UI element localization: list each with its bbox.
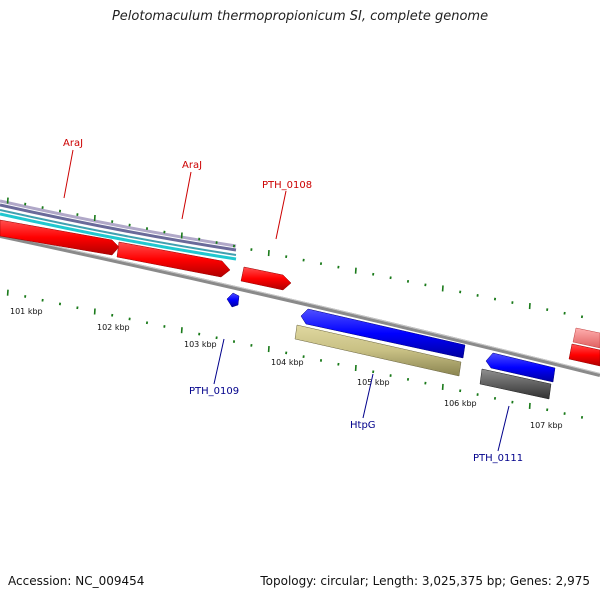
tick-label-107: 107 kbp <box>530 421 563 430</box>
reverse-cds-track <box>227 293 555 382</box>
tick-label-103: 103 kbp <box>184 340 217 349</box>
scale-labels: 101 kbp 102 kbp 103 kbp 104 kbp 105 kbp … <box>10 307 563 430</box>
topology-summary: Topology: circular; Length: 3,025,375 bp… <box>260 574 590 588</box>
tick-label-102: 102 kbp <box>97 323 130 332</box>
genome-backbone <box>0 236 600 375</box>
araj-1-leader <box>64 150 73 198</box>
gene-label-araj-1: AraJ <box>63 138 83 149</box>
araj-2-leader <box>182 172 191 219</box>
pth-0108-cds[interactable] <box>241 267 291 290</box>
forward-cds-track <box>0 220 600 366</box>
tick-label-104: 104 kbp <box>271 358 304 367</box>
gene-label-araj-2: AraJ <box>182 160 202 171</box>
pth-0111-leader <box>498 406 509 451</box>
pth-0108-leader <box>276 191 286 239</box>
edge-red-cds[interactable] <box>569 344 600 366</box>
gene-label-pth-0109: PTH_0109 <box>189 386 239 397</box>
accession-text: Accession: NC_009454 <box>8 574 144 588</box>
map-title: Pelotomaculum thermopropionicum SI, comp… <box>0 9 600 24</box>
pth-0109-cds[interactable] <box>227 293 239 307</box>
tick-label-106: 106 kbp <box>444 399 477 408</box>
gene-label-htpg: HtpG <box>350 420 376 431</box>
tick-label-101: 101 kbp <box>10 307 43 316</box>
gene-label-pth-0108: PTH_0108 <box>262 180 312 191</box>
gene-label-pth-0111: PTH_0111 <box>473 453 523 464</box>
tick-label-105: 105 kbp <box>357 378 390 387</box>
